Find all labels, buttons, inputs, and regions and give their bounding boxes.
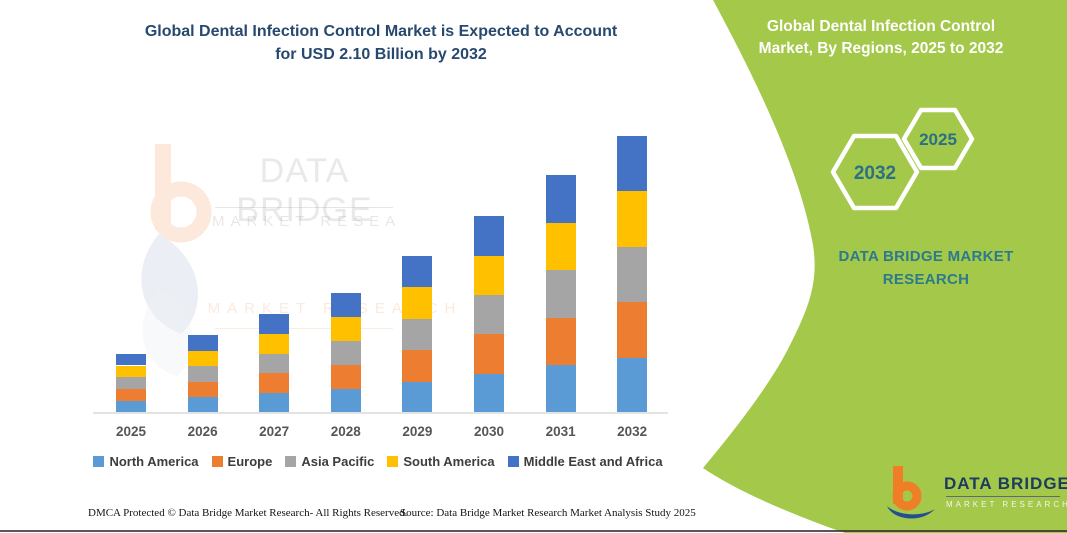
- green-panel-shape: [703, 0, 1067, 533]
- bar-segment-2027-europe: [259, 373, 290, 394]
- x-tick-label-2027: 2027: [259, 424, 290, 439]
- bar-segment-2027-asia-pacific: [259, 353, 290, 374]
- hexagon-2025-label: 2025: [919, 130, 957, 149]
- stacked-bar-chart: [0, 0, 668, 413]
- footer-source-text: Source: Data Bridge Market Research Mark…: [400, 507, 696, 519]
- hexagon-badges: 2032 2025: [830, 107, 975, 211]
- legend-swatch-icon: [285, 456, 297, 467]
- bar-segment-2025-asia-pacific: [116, 377, 146, 390]
- x-tick-label-2028: 2028: [330, 424, 361, 439]
- bar-segment-2027-middle-east-and-africa: [259, 314, 290, 334]
- x-tick-label-2026: 2026: [187, 424, 218, 439]
- bar-segment-2026-south-america: [187, 350, 218, 367]
- x-tick-label-2032: 2032: [617, 424, 648, 439]
- panel-brand-text: DATA BRIDGE MARKET RESEARCH: [838, 248, 1014, 289]
- legend-item-north-america: North America: [93, 454, 199, 469]
- legend-label: Asia Pacific: [301, 454, 375, 469]
- bar-segment-2030-south-america: [474, 255, 504, 295]
- bottom-border-line: [0, 530, 1067, 532]
- bar-segment-2025-europe: [116, 389, 146, 402]
- chart-legend: North America Europe Asia Pacific South Ame…: [88, 454, 668, 469]
- hexagon-2032-label: 2032: [854, 163, 896, 184]
- panel-title: Global Dental Infection Control Market, …: [707, 16, 1055, 60]
- x-tick-label-2025: 2025: [115, 424, 147, 439]
- x-axis-line: [93, 412, 668, 414]
- bar-segment-2025-north-america: [116, 401, 146, 413]
- bar-segment-2031-europe: [545, 317, 576, 366]
- bar-segment-2027-north-america: [259, 393, 290, 413]
- bar-segment-2028-middle-east-and-africa: [330, 292, 361, 317]
- bar-segment-2032-south-america: [617, 191, 648, 247]
- bar-segment-2030-europe: [474, 334, 504, 374]
- bar-segment-2029-middle-east-and-africa: [402, 255, 433, 288]
- bar-segment-2030-north-america: [474, 373, 504, 413]
- bar-segment-2026-north-america: [187, 397, 218, 413]
- bar-segment-2029-europe: [402, 350, 433, 382]
- bar-segment-2032-middle-east-and-africa: [617, 135, 648, 192]
- bar-segment-2026-middle-east-and-africa: [187, 335, 218, 351]
- bar-segment-2027-south-america: [259, 333, 290, 354]
- bar-segment-2032-asia-pacific: [617, 246, 648, 303]
- legend-label: South America: [403, 454, 495, 469]
- legend-item-south-america: South America: [387, 454, 495, 469]
- bar-segment-2026-europe: [187, 381, 218, 398]
- legend-label: North America: [109, 454, 199, 469]
- bar-segment-2025-south-america: [116, 365, 146, 378]
- legend-label: Europe: [227, 454, 273, 469]
- bar-segment-2032-north-america: [617, 357, 648, 413]
- bar-segment-2031-north-america: [545, 365, 576, 413]
- footer-dmca-text: DMCA Protected © Data Bridge Market Rese…: [88, 507, 408, 519]
- legend-item-middle-east-and-africa: Middle East and Africa: [507, 454, 663, 469]
- bar-segment-2025-middle-east-and-africa: [116, 353, 146, 366]
- hexagon-2025: [901, 107, 975, 171]
- x-tick-label-2030: 2030: [473, 424, 505, 439]
- legend-swatch-icon: [211, 456, 223, 467]
- legend-item-asia-pacific: Asia Pacific: [285, 454, 374, 469]
- bar-segment-2028-north-america: [330, 388, 361, 413]
- logo-name-text: DATA BRIDGE: [944, 474, 1067, 493]
- logo-subtext: MARKET RESEARCH: [946, 500, 1067, 509]
- bar-segment-2031-middle-east-and-africa: [545, 175, 576, 223]
- logo-divider: [946, 496, 1060, 497]
- bar-segment-2029-south-america: [402, 287, 433, 319]
- legend-swatch-icon: [93, 456, 105, 467]
- bar-segment-2032-europe: [617, 302, 648, 358]
- page-title-line1: Global Dental Infection Control Market i…: [144, 23, 618, 40]
- bar-segment-2031-asia-pacific: [545, 270, 576, 318]
- legend-swatch-icon: [507, 456, 519, 467]
- bar-segment-2030-asia-pacific: [474, 295, 504, 335]
- bar-segment-2026-asia-pacific: [187, 366, 218, 382]
- bar-segment-2028-south-america: [330, 316, 361, 341]
- bar-segment-2029-asia-pacific: [402, 318, 433, 351]
- panel-title-line2: Market, By Regions, 2025 to 2032: [758, 40, 1004, 57]
- hexagon-2032: [830, 133, 920, 211]
- page-title: Global Dental Infection Control Market i…: [95, 20, 667, 66]
- page-title-line2: for USD 2.10 Billion by 2032: [275, 46, 487, 64]
- bar-segment-2030-middle-east-and-africa: [474, 216, 504, 256]
- data-bridge-logo-icon: [887, 466, 935, 519]
- bar-segment-2031-south-america: [545, 222, 576, 271]
- bar-segment-2029-north-america: [402, 381, 433, 413]
- x-tick-label-2029: 2029: [402, 424, 433, 439]
- legend-item-europe: Europe: [211, 454, 273, 469]
- bar-segment-2028-asia-pacific: [330, 340, 361, 365]
- x-tick-label-2031: 2031: [545, 424, 576, 439]
- panel-title-line1: Global Dental Infection Control: [766, 18, 996, 35]
- legend-label: Middle East and Africa: [523, 454, 663, 469]
- legend-swatch-icon: [387, 456, 399, 467]
- bar-segment-2028-europe: [330, 364, 361, 389]
